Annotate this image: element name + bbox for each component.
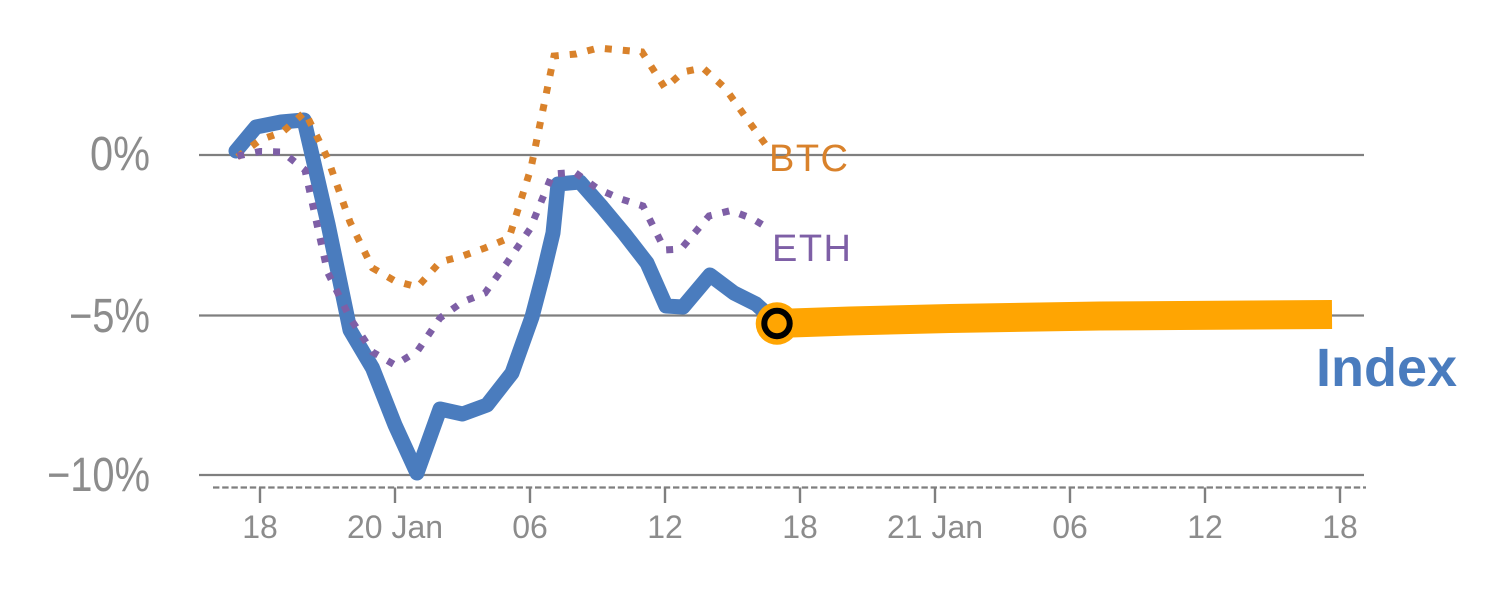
- svg-text:20 Jan: 20 Jan: [347, 509, 443, 545]
- svg-text:ETH: ETH: [772, 228, 853, 270]
- svg-text:18: 18: [782, 509, 818, 545]
- svg-text:12: 12: [1187, 509, 1223, 545]
- svg-text:18: 18: [242, 509, 278, 545]
- svg-text:0%: 0%: [90, 128, 150, 181]
- svg-text:21 Jan: 21 Jan: [887, 509, 983, 545]
- svg-text:BTC: BTC: [769, 138, 850, 180]
- svg-text:−5%: −5%: [69, 290, 150, 343]
- svg-text:06: 06: [512, 509, 548, 545]
- svg-text:12: 12: [647, 509, 683, 545]
- svg-text:06: 06: [1052, 509, 1088, 545]
- svg-text:18: 18: [1322, 509, 1358, 545]
- svg-text:−10%: −10%: [47, 449, 150, 502]
- svg-text:Index: Index: [1316, 338, 1457, 398]
